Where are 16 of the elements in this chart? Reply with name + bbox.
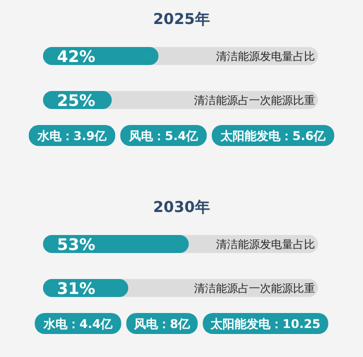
text: 水电：3.9亿 (36, 129, 108, 143)
data-label: 25% (57, 91, 96, 110)
text: 太阳能发电：5.6亿 (219, 129, 327, 143)
chart-title: 2025年 (153, 10, 210, 28)
y-tick-label: 清洁能源发电量占比 (216, 50, 315, 63)
text: 水电：4.4亿 (42, 317, 114, 331)
data-label: 42% (57, 47, 96, 66)
chart-title: 2030年 (153, 198, 210, 216)
y-tick-label: 清洁能源占一次能源比重 (194, 94, 315, 107)
y-tick-label: 清洁能源发电量占比 (216, 238, 315, 251)
data-label: 31% (57, 279, 96, 298)
text: 风电：8亿 (132, 317, 192, 331)
data-label: 53% (57, 235, 96, 254)
text: 太阳能发电：10.25 (210, 317, 320, 331)
text: 风电：5.4亿 (128, 129, 200, 143)
y-tick-label: 清洁能源占一次能源比重 (194, 282, 315, 295)
